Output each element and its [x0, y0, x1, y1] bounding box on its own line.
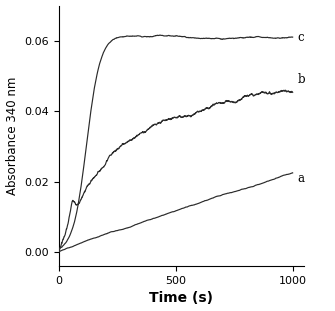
- Y-axis label: Absorbance 340 nm: Absorbance 340 nm: [6, 77, 18, 195]
- Text: b: b: [297, 73, 305, 86]
- Text: c: c: [297, 31, 304, 44]
- X-axis label: Time (s): Time (s): [149, 291, 213, 305]
- Text: a: a: [297, 172, 304, 185]
